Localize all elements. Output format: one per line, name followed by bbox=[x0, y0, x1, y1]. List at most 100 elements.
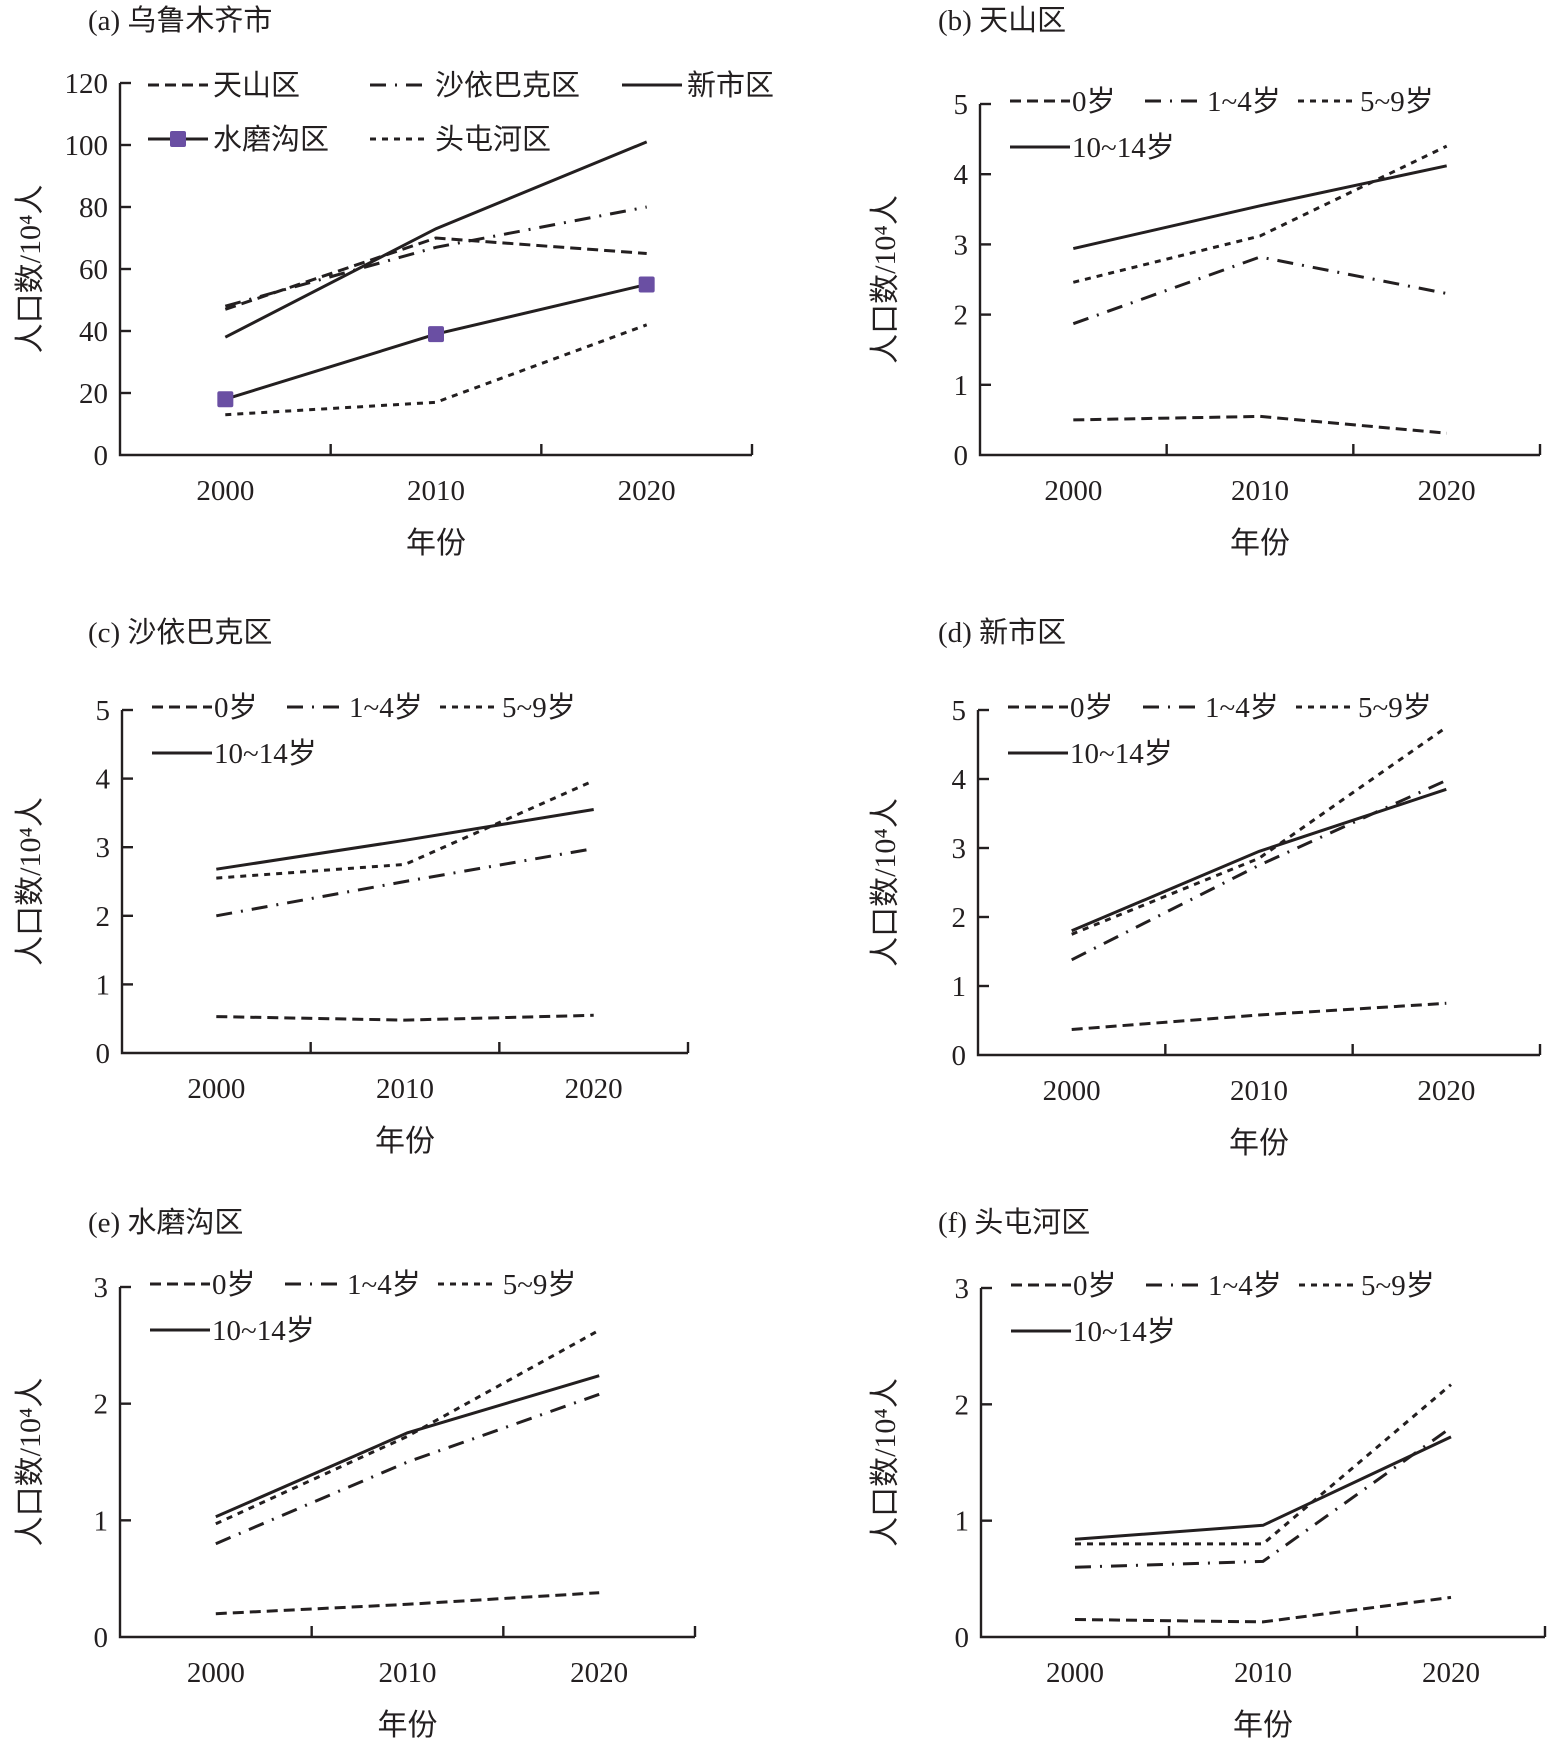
x-tick-label: 2000 bbox=[1043, 1075, 1101, 1107]
x-tick-label: 2010 bbox=[1234, 1657, 1292, 1689]
axes bbox=[978, 104, 1540, 457]
legend-label: 5~9岁 bbox=[1358, 691, 1432, 724]
y-tick-label: 2 bbox=[955, 1389, 970, 1421]
legend-label: 1~4岁 bbox=[1205, 691, 1279, 724]
x-tick-label: 2010 bbox=[1231, 475, 1289, 507]
x-tick-label: 2010 bbox=[376, 1073, 434, 1105]
y-tick-label: 2 bbox=[954, 300, 969, 332]
y-tick-label: 0 bbox=[952, 1040, 967, 1072]
y-tick-label: 3 bbox=[954, 229, 969, 261]
axes bbox=[979, 1288, 1545, 1639]
y-tick-label: 1 bbox=[952, 971, 967, 1003]
legend: 0岁 1~4岁 5~9岁 10~14岁 bbox=[152, 691, 576, 770]
x-axis-label: 年份 bbox=[1230, 527, 1290, 560]
chart-title: (d) 新市区 bbox=[938, 616, 1066, 649]
legend: 0岁 1~4岁 5~9岁 10~14岁 bbox=[1011, 1269, 1435, 1348]
legend-label: 10~14岁 bbox=[212, 1314, 315, 1347]
legend-label: 10~14岁 bbox=[1073, 1315, 1176, 1348]
x-tick-label: 2020 bbox=[618, 475, 676, 507]
x-tick-label: 2000 bbox=[187, 1073, 245, 1105]
data-point-marker bbox=[638, 276, 655, 293]
series-line-d-0 bbox=[1071, 1001, 1447, 1031]
x-axis-label: 年份 bbox=[1229, 1127, 1289, 1160]
series-line-a-4 bbox=[225, 323, 648, 417]
series-line-f-3 bbox=[1074, 1435, 1452, 1541]
x-tick-label: 2000 bbox=[187, 1657, 245, 1689]
chart-panel-f: (f) 头屯河区 0 1 2 3 2000 2010 2020 年份 人口数/10⁴人 0岁 1~4岁… bbox=[869, 1206, 1547, 1742]
x-axis-label: 年份 bbox=[1233, 1709, 1293, 1742]
legend-label: 1~4岁 bbox=[349, 691, 423, 724]
y-axis-label: 人口数/10⁴人 bbox=[869, 798, 902, 967]
chart-panel-d: (d) 新市区 0 1 2 3 4 5 2000 2010 2020 年份 人口数/10⁴人 0岁 1~4… bbox=[869, 616, 1542, 1160]
series-line-c-3 bbox=[216, 808, 594, 871]
y-tick-label: 5 bbox=[954, 89, 969, 121]
legend-label: 水磨沟区 bbox=[213, 123, 329, 156]
series-line-f-1 bbox=[1074, 1426, 1452, 1569]
chart-panel-e: (e) 水磨沟区 0 1 2 3 2000 2010 2020 年份 人口数/10⁴人 0岁 1~4岁… bbox=[14, 1206, 697, 1742]
legend-marker bbox=[170, 131, 186, 147]
series-line-b-2 bbox=[1072, 144, 1448, 284]
series-line-b-0 bbox=[1073, 414, 1447, 435]
y-tick-label: 60 bbox=[79, 254, 108, 286]
series-line-a-2 bbox=[224, 140, 648, 339]
y-tick-label: 5 bbox=[952, 695, 967, 727]
legend-label: 沙依巴克区 bbox=[435, 69, 580, 102]
y-tick-label: 100 bbox=[65, 130, 109, 162]
series-line-b-1 bbox=[1072, 255, 1447, 326]
series-line-e-3 bbox=[215, 1374, 600, 1519]
legend-label: 1~4岁 bbox=[347, 1268, 421, 1301]
y-tick-label: 2 bbox=[952, 902, 967, 934]
y-axis-label: 人口数/10⁴人 bbox=[869, 195, 902, 364]
y-tick-label: 20 bbox=[79, 378, 108, 410]
x-axis-label: 年份 bbox=[378, 1709, 438, 1742]
legend-label: 0岁 bbox=[1070, 691, 1114, 724]
legend-label: 1~4岁 bbox=[1207, 85, 1281, 118]
chart-panel-b: (b) 天山区 0 1 2 3 4 5 2000 2010 2020 年份 人口数/10⁴人 0岁 1~4… bbox=[869, 5, 1542, 560]
y-tick-label: 1 bbox=[94, 1505, 109, 1537]
series-line-e-2 bbox=[215, 1328, 600, 1526]
series-line-e-1 bbox=[215, 1392, 600, 1546]
y-tick-label: 5 bbox=[96, 695, 111, 727]
y-tick-label: 3 bbox=[94, 1272, 109, 1304]
legend-label: 10~14岁 bbox=[1070, 737, 1173, 770]
x-tick-label: 2020 bbox=[1418, 475, 1476, 507]
series-line-e-0 bbox=[215, 1591, 600, 1616]
y-tick-label: 120 bbox=[65, 68, 109, 100]
series-line-f-0 bbox=[1074, 1595, 1452, 1624]
chart-title: (b) 天山区 bbox=[938, 5, 1066, 37]
y-axis-label: 人口数/10⁴人 bbox=[14, 797, 47, 966]
x-axis-label: 年份 bbox=[406, 527, 466, 560]
chart-panel-a: (a) 乌鲁木齐市 0 20 40 60 80 100 120 2000 2010 2020 年份 人口… bbox=[14, 4, 774, 560]
x-tick-label: 2020 bbox=[570, 1657, 628, 1689]
x-tick-label: 2020 bbox=[565, 1073, 623, 1105]
y-tick-label: 80 bbox=[79, 192, 108, 224]
y-tick-label: 0 bbox=[955, 1622, 970, 1654]
legend-label: 0岁 bbox=[214, 691, 258, 724]
x-axis-label: 年份 bbox=[375, 1125, 435, 1158]
x-tick-label: 2020 bbox=[1417, 1075, 1475, 1107]
data-point-marker bbox=[217, 391, 234, 408]
y-axis-label: 人口数/10⁴人 bbox=[869, 1378, 902, 1547]
axes bbox=[976, 710, 1540, 1057]
legend-label: 头屯河区 bbox=[435, 123, 551, 156]
y-tick-label: 40 bbox=[79, 316, 108, 348]
y-tick-label: 0 bbox=[94, 440, 109, 472]
chart-title: (a) 乌鲁木齐市 bbox=[88, 4, 272, 37]
series-line-a-1 bbox=[224, 205, 647, 308]
legend-label: 10~14岁 bbox=[1072, 131, 1175, 164]
y-tick-label: 4 bbox=[954, 159, 969, 191]
y-axis-label: 人口数/10⁴人 bbox=[14, 1378, 47, 1547]
x-tick-label: 2000 bbox=[1046, 1657, 1104, 1689]
chart-title: (f) 头屯河区 bbox=[938, 1206, 1090, 1239]
y-tick-label: 0 bbox=[94, 1622, 109, 1654]
y-tick-label: 2 bbox=[96, 901, 111, 933]
legend-label: 5~9岁 bbox=[1361, 1269, 1435, 1302]
series-line-c-2 bbox=[216, 779, 595, 880]
chart-title: (c) 沙依巴克区 bbox=[88, 616, 272, 649]
y-tick-label: 4 bbox=[96, 764, 111, 796]
x-tick-label: 2010 bbox=[407, 475, 465, 507]
legend-label: 5~9岁 bbox=[1360, 85, 1434, 118]
y-tick-label: 0 bbox=[96, 1038, 111, 1070]
chart-panel-c: (c) 沙依巴克区 0 1 2 3 4 5 2000 2010 2020 年份 人口数/10⁴人 0岁 1… bbox=[14, 616, 690, 1158]
legend-label: 天山区 bbox=[213, 70, 300, 102]
